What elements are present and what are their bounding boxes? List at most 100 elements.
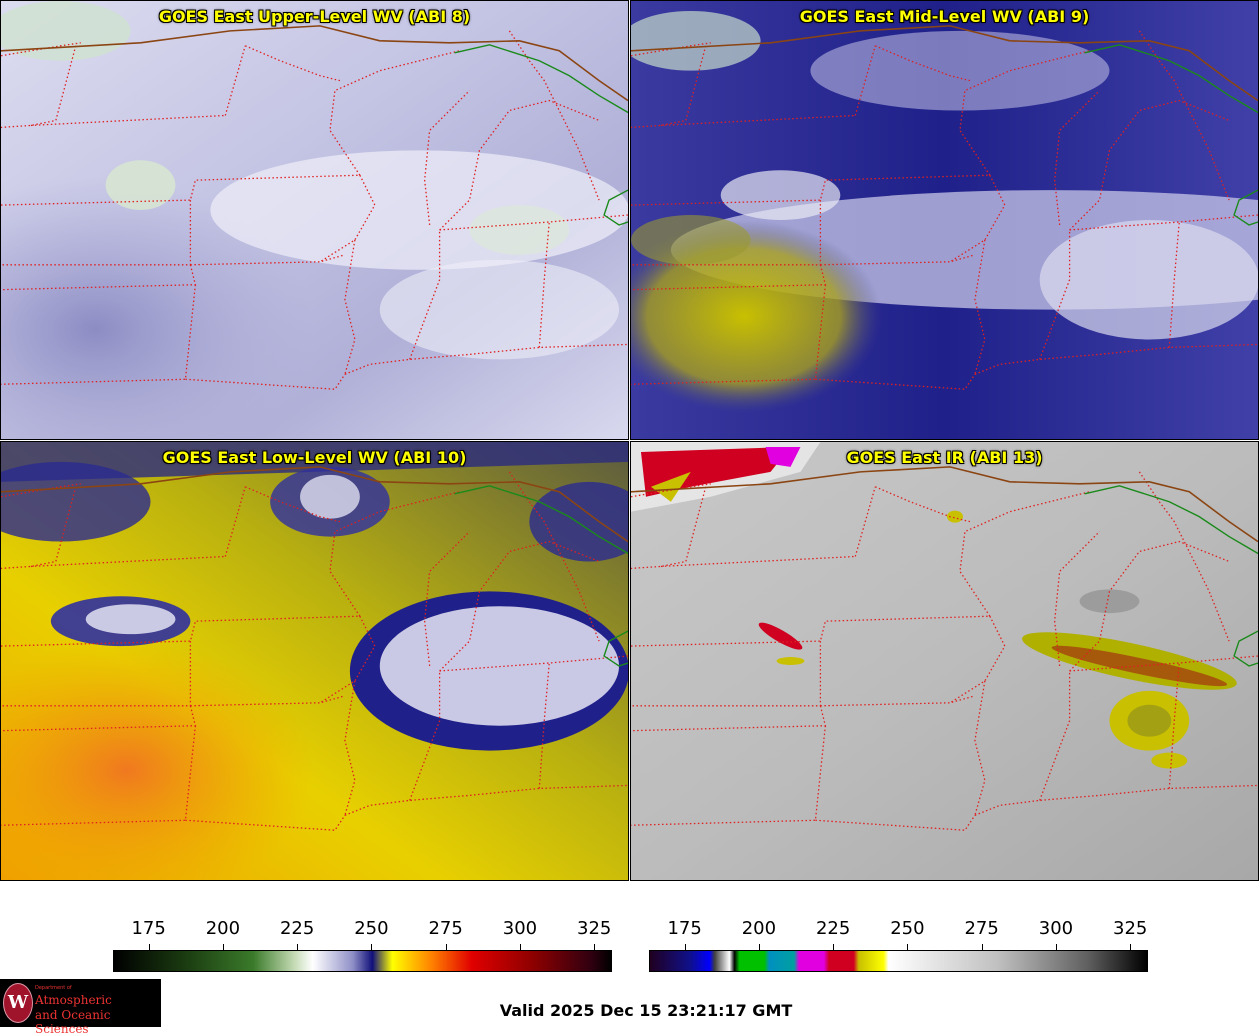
state-border bbox=[409, 670, 441, 801]
colorbar-tick-mark bbox=[222, 944, 224, 950]
state-border bbox=[1138, 30, 1230, 201]
colorbar-tick-label: 225 bbox=[815, 918, 851, 939]
ir-colorbar bbox=[649, 950, 1148, 972]
coastline bbox=[1233, 630, 1258, 667]
state-border bbox=[1, 42, 81, 57]
state-border bbox=[409, 229, 441, 360]
colorbar-tick-label: 325 bbox=[1112, 918, 1148, 939]
upper-level-wv-image bbox=[1, 1, 628, 439]
coastline bbox=[1084, 485, 1258, 555]
state-border bbox=[1, 174, 360, 206]
colorbar-tick-mark bbox=[445, 944, 447, 950]
state-border bbox=[631, 483, 711, 498]
state-border bbox=[1069, 99, 1230, 231]
state-border bbox=[1053, 531, 1100, 667]
state-border bbox=[815, 373, 976, 390]
state-border bbox=[439, 655, 628, 672]
panel-title: GOES East Upper-Level WV (ABI 8) bbox=[158, 7, 471, 26]
state-border bbox=[1, 641, 192, 707]
state-border bbox=[1069, 540, 1230, 672]
colorbar-tick-label: 300 bbox=[502, 918, 538, 939]
state-border bbox=[1168, 662, 1180, 789]
colorbar-tick-label: 325 bbox=[576, 918, 612, 939]
colorbar-tick-label: 275 bbox=[964, 918, 999, 939]
colorbar-tick-label: 200 bbox=[741, 918, 777, 939]
state-border bbox=[439, 99, 600, 231]
state-border bbox=[329, 491, 460, 617]
state-border bbox=[185, 814, 346, 831]
panel-title: GOES East IR (ABI 13) bbox=[846, 448, 1043, 467]
colorbar-tick-label: 175 bbox=[131, 918, 166, 939]
state-border bbox=[820, 254, 976, 266]
international-border bbox=[631, 25, 1258, 102]
state-border bbox=[319, 615, 376, 704]
colorbar-tick-mark bbox=[833, 944, 835, 950]
state-border bbox=[874, 486, 971, 523]
state-border bbox=[631, 42, 711, 57]
state-border bbox=[244, 486, 341, 523]
uw-seal-icon: W bbox=[3, 983, 33, 1023]
state-border bbox=[439, 214, 628, 231]
colorbar-tick-mark bbox=[684, 944, 686, 950]
coastline bbox=[1233, 189, 1258, 226]
state-border bbox=[959, 491, 1090, 617]
state-border bbox=[185, 373, 346, 390]
colorbar-tick-mark bbox=[758, 944, 760, 950]
state-border bbox=[631, 705, 827, 732]
colorbar-tick-label: 300 bbox=[1038, 918, 1074, 939]
state-border bbox=[631, 174, 990, 206]
upper-level-wv-panel: GOES East Upper-Level WV (ABI 8) bbox=[0, 0, 629, 440]
colorbar-tick-mark bbox=[594, 944, 596, 950]
aos-logo: W Department of Atmospheric and Oceanic … bbox=[0, 979, 161, 1036]
state-border bbox=[631, 200, 822, 266]
state-border bbox=[508, 471, 600, 642]
state-border bbox=[1, 200, 192, 266]
logo-line1: Department of bbox=[35, 985, 72, 991]
colorbar-tick-label: 275 bbox=[428, 918, 463, 939]
state-border bbox=[1039, 229, 1071, 360]
wv-colorbar bbox=[113, 950, 612, 972]
state-border bbox=[1, 486, 77, 570]
state-border bbox=[1039, 670, 1071, 801]
colorbar-tick-label: 250 bbox=[890, 918, 925, 939]
ir-panel: GOES East IR (ABI 13) bbox=[630, 441, 1259, 881]
state-border bbox=[1, 45, 77, 129]
panel-title: GOES East Mid-Level WV (ABI 9) bbox=[799, 7, 1090, 26]
state-border bbox=[631, 264, 827, 291]
state-border bbox=[959, 50, 1090, 176]
international-border bbox=[631, 466, 1258, 543]
state-border bbox=[423, 531, 470, 667]
state-border bbox=[439, 540, 600, 672]
state-border bbox=[1, 483, 81, 498]
state-border bbox=[1053, 90, 1100, 226]
state-border bbox=[631, 486, 707, 570]
map-borders bbox=[631, 25, 1258, 390]
state-border bbox=[949, 174, 1006, 263]
state-border bbox=[949, 615, 1006, 704]
state-border bbox=[319, 174, 376, 263]
colorbar-tick-label: 225 bbox=[279, 918, 315, 939]
state-border bbox=[631, 284, 827, 385]
state-border bbox=[660, 555, 856, 568]
state-border bbox=[660, 114, 856, 127]
colorbar-tick-mark bbox=[981, 944, 983, 950]
state-border bbox=[244, 45, 341, 82]
state-border bbox=[344, 239, 356, 375]
state-border bbox=[344, 343, 628, 375]
international-border bbox=[1, 25, 628, 102]
map-borders bbox=[1, 466, 628, 831]
state-border bbox=[1168, 221, 1180, 348]
state-border bbox=[190, 695, 346, 707]
state-border bbox=[1, 705, 197, 732]
state-border bbox=[854, 45, 876, 116]
state-border bbox=[974, 784, 1258, 816]
state-border bbox=[854, 486, 876, 557]
colorbar-tick-label: 175 bbox=[667, 918, 702, 939]
state-border bbox=[631, 45, 707, 129]
state-border bbox=[974, 680, 986, 816]
logo-line2: Atmospheric bbox=[35, 993, 112, 1007]
coastline bbox=[454, 44, 628, 114]
state-border bbox=[1069, 214, 1258, 231]
colorbar-tick-mark bbox=[1130, 944, 1132, 950]
colorbar-tick-label: 250 bbox=[354, 918, 389, 939]
